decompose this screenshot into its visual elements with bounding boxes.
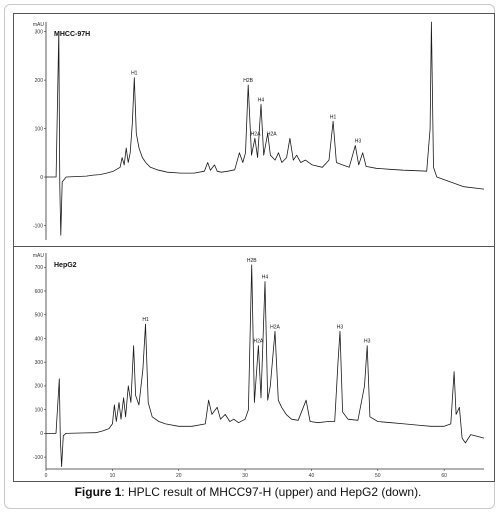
x-tick-label: 10 <box>110 473 116 479</box>
x-tick-label: 20 <box>176 473 182 479</box>
y-tick-label: -100 <box>33 455 43 461</box>
x-tick-label: 50 <box>375 473 381 479</box>
chromatogram-line <box>46 21 485 236</box>
y-tick-label: 200 <box>35 384 44 390</box>
y-tick-label: 300 <box>35 360 44 366</box>
y-tick-label: 100 <box>35 126 44 132</box>
y-axis-unit: mAU <box>33 253 45 259</box>
panel-title: MHCC-97H <box>54 31 90 38</box>
peak-label: H1 <box>131 71 138 77</box>
y-tick-label: 100 <box>35 407 44 413</box>
y-tick-label: 500 <box>35 313 44 319</box>
caption-text: : HPLC result of MHCC97-H (upper) and He… <box>121 485 422 499</box>
peak-label: H4 <box>262 274 269 280</box>
y-tick-label: 600 <box>35 289 44 295</box>
x-tick-label: 0 <box>45 473 48 479</box>
peak-label: H3 <box>364 339 371 345</box>
y-axis-unit: mAU <box>33 22 45 28</box>
chart-hepg2: mAU -100 0 100 200 300 400 500 600 700 0 10 20 30 40 50… <box>13 246 495 482</box>
peak-label: H3 <box>355 139 362 145</box>
chart-svg-hepg2: mAU -100 0 100 200 300 400 500 600 700 0 10 20 30 40 50… <box>33 253 485 479</box>
figure-caption: Figure 1: HPLC result of MHCC97-H (upper… <box>8 485 488 499</box>
y-tick-label: 0 <box>40 431 43 437</box>
peak-label: H2B <box>247 258 257 264</box>
peak-label: H2A <box>253 339 263 345</box>
peak-label: H2A <box>251 131 261 137</box>
peak-label: H1 <box>142 317 149 323</box>
peak-label: H2A <box>267 131 277 137</box>
peak-label: H2A <box>270 324 280 330</box>
x-tick-label: 60 <box>441 473 447 479</box>
chart-mhcc97h: mAU -100 0 100 200 300 MHCC-97H H1 H2B H4 H2A H2A H1… <box>13 13 495 249</box>
x-tick-label: 40 <box>309 473 315 479</box>
y-tick-label: 0 <box>40 175 43 181</box>
y-tick-label: -100 <box>33 223 43 229</box>
figure-frame: mAU -100 0 100 200 300 MHCC-97H H1 H2B H4 H2A H2A H1… <box>4 4 495 509</box>
y-tick-label: 700 <box>35 265 44 271</box>
y-tick-label: 300 <box>35 29 44 35</box>
chart-svg-mhcc97h: mAU -100 0 100 200 300 MHCC-97H H1 H2B H4 H2A H2A H1… <box>33 21 485 240</box>
chromatogram-line <box>46 264 485 467</box>
y-tick-label: 200 <box>35 78 44 84</box>
peak-label: H1 <box>330 114 337 120</box>
peak-label: H4 <box>258 97 265 103</box>
peak-label: H2B <box>243 78 253 84</box>
caption-prefix: Figure 1 <box>74 485 122 499</box>
peak-label: H3 <box>337 324 344 330</box>
x-tick-label: 30 <box>242 473 248 479</box>
panel-title: HepG2 <box>54 262 77 269</box>
y-tick-label: 400 <box>35 336 44 342</box>
